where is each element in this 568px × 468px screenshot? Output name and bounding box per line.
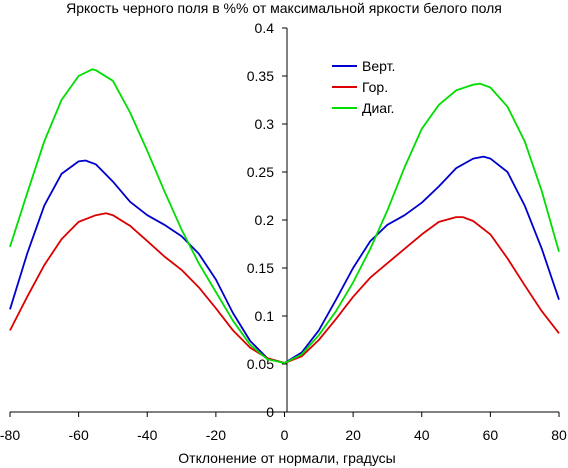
x-tick-label: 0 — [281, 427, 289, 443]
y-tick-label: 0.35 — [247, 68, 274, 84]
y-tick-label: 0.15 — [247, 260, 274, 276]
x-axis-label: Отклонение от нормали, градусы — [178, 450, 395, 466]
chart-title: Яркость черного поля в %% от максимально… — [66, 0, 502, 16]
series-line-2 — [9, 212, 560, 364]
x-tick-label: -40 — [137, 427, 157, 443]
legend-label: Верт. — [362, 58, 395, 74]
y-tick-label: 0.3 — [255, 116, 275, 132]
legend: Верт. Гор. Диаг. — [332, 58, 395, 116]
x-tick-label: 40 — [414, 427, 430, 443]
x-tick-label: -20 — [206, 427, 226, 443]
legend-label: Диаг. — [362, 100, 394, 116]
y-tick-label: 0.4 — [255, 20, 275, 36]
y-tick-label: 0.25 — [247, 164, 274, 180]
x-tick-label: 60 — [483, 427, 499, 443]
series-line-3 — [9, 68, 560, 364]
y-tick-label: 0.1 — [255, 308, 275, 324]
x-axis-ticks: -80 -60 -40 -20 0 20 40 60 80 — [0, 412, 567, 443]
x-tick-label: 20 — [345, 427, 361, 443]
y-tick-label: 0 — [266, 404, 274, 420]
series-line-1 — [9, 155, 560, 364]
series-lines — [9, 68, 560, 364]
x-tick-label: -80 — [0, 427, 20, 443]
legend-label: Гор. — [362, 79, 388, 95]
x-tick-label: -60 — [69, 427, 89, 443]
y-axis-ticks: 00.050.10.150.20.250.30.350.4 — [247, 20, 287, 420]
y-tick-label: 0.2 — [255, 212, 275, 228]
x-tick-label: 80 — [551, 427, 567, 443]
